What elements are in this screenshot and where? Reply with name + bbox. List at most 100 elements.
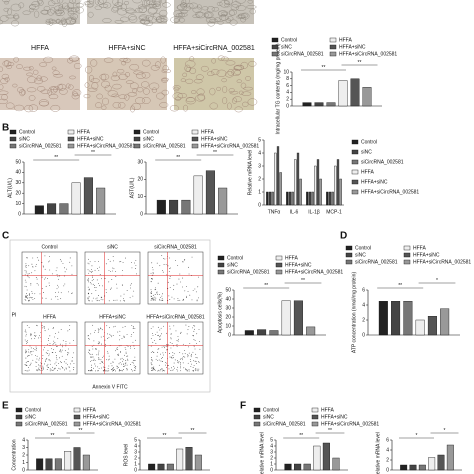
event: [119, 361, 121, 363]
event: [151, 359, 152, 361]
event: [102, 285, 103, 287]
significance: **: [163, 433, 167, 439]
event: [184, 353, 186, 355]
event: [180, 358, 182, 359]
event: [156, 291, 158, 293]
event: [123, 293, 125, 295]
event: [94, 260, 96, 262]
event: [135, 366, 136, 367]
bar: [293, 300, 303, 336]
legend-label: HFFA+siNC: [285, 262, 312, 268]
event: [115, 271, 116, 273]
flow-y-label: PI: [12, 312, 17, 318]
cell: [27, 76, 37, 84]
cell: [169, 105, 180, 112]
event: [150, 289, 152, 291]
legend-swatch: [253, 414, 261, 420]
event: [170, 347, 172, 349]
event: [96, 300, 98, 302]
event: [49, 335, 51, 337]
legend-swatch: [271, 51, 279, 57]
cell: [13, 13, 20, 19]
event: [93, 358, 95, 360]
cell: [182, 104, 189, 112]
bar: [244, 330, 254, 336]
y-tick-label: 3: [258, 163, 261, 169]
event: [123, 363, 124, 365]
event: [30, 283, 32, 284]
cell: [49, 86, 60, 90]
event: [24, 274, 26, 276]
event: [134, 262, 135, 264]
event: [118, 353, 119, 355]
legend-swatch: [403, 245, 411, 251]
cell: [242, 101, 249, 107]
cell: [75, 6, 84, 14]
legend-swatch: [271, 37, 279, 43]
y-tick-label: 6: [386, 437, 389, 443]
event: [135, 260, 137, 261]
event: [25, 341, 27, 343]
event: [62, 340, 64, 342]
cell: [29, 66, 34, 71]
event: [57, 370, 59, 371]
event: [170, 370, 172, 372]
event: [119, 300, 121, 302]
x-tick-label: TNFα: [268, 209, 281, 215]
event: [169, 325, 171, 327]
significance: *: [444, 428, 446, 434]
event: [179, 299, 181, 301]
legend-label: siCircRNA_002581: [361, 159, 404, 165]
cell: [26, 87, 37, 93]
bar: [326, 102, 336, 107]
event: [121, 363, 122, 365]
cell: [225, 60, 236, 66]
event: [67, 330, 69, 332]
event: [152, 360, 153, 362]
event: [38, 284, 39, 286]
event: [91, 280, 93, 282]
bar: [294, 463, 302, 471]
event: [180, 363, 181, 365]
event: [182, 299, 184, 301]
event: [177, 361, 179, 363]
event: [69, 370, 71, 372]
cell: [245, 76, 251, 81]
event: [152, 269, 154, 271]
event: [194, 340, 196, 342]
event: [25, 270, 27, 272]
event: [89, 282, 91, 283]
cell: [110, 75, 120, 81]
bar: [440, 308, 450, 336]
event: [152, 341, 154, 343]
cell: [233, 65, 244, 71]
cell: [192, 14, 200, 18]
legend-label: siCircRNA_002581: [143, 143, 186, 149]
event: [124, 300, 125, 302]
y-tick-label: 8: [286, 76, 289, 82]
bar: [185, 447, 193, 471]
event: [97, 299, 99, 301]
event: [36, 355, 38, 357]
bar: [306, 191, 309, 206]
y-tick-label: 2: [286, 97, 289, 103]
cell: [236, 79, 242, 83]
cell: [104, 85, 112, 92]
cell: [231, 68, 241, 76]
event: [112, 335, 114, 337]
cell: [2, 0, 11, 3]
y-tick-label: 20: [15, 191, 21, 197]
event: [43, 349, 44, 351]
event: [50, 298, 52, 300]
event: [177, 366, 179, 368]
event: [35, 264, 37, 266]
cell: [170, 16, 181, 24]
event: [114, 358, 116, 360]
event: [109, 327, 110, 329]
event: [170, 267, 171, 269]
flow-x-label: Annexin V FITC: [92, 384, 128, 390]
event: [196, 357, 198, 359]
y-axis-label: Concentration: [11, 439, 17, 470]
legend-label: siCircRNA_002581: [227, 269, 270, 275]
event: [115, 276, 117, 277]
